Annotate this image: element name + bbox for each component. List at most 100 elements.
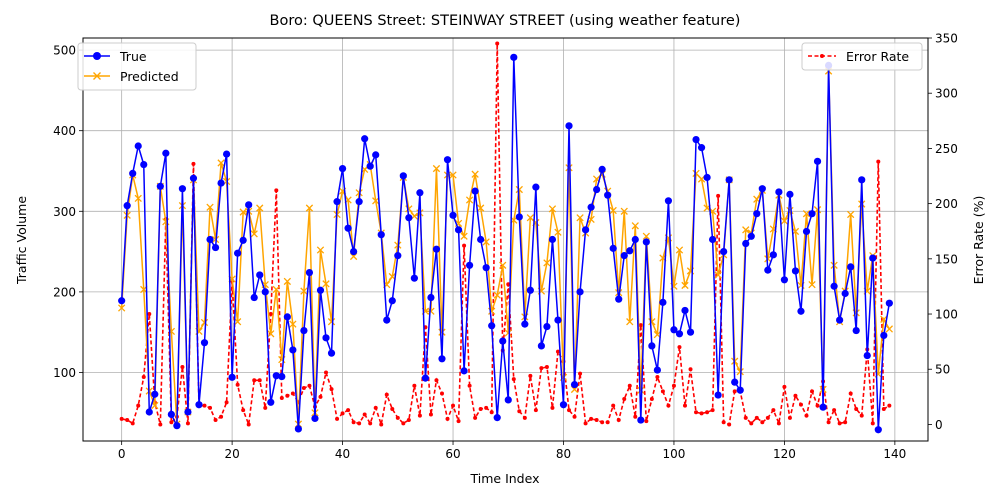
true-point [388, 297, 396, 305]
true-point [272, 372, 280, 380]
error-rate-point [688, 367, 693, 372]
true-point [775, 188, 783, 196]
error-rate-point [760, 420, 765, 425]
true-point [604, 191, 612, 199]
true-point [471, 187, 479, 195]
true-point [427, 293, 435, 302]
error-rate-point [180, 365, 185, 370]
error-rate-point [473, 415, 478, 420]
error-rate-point [837, 421, 842, 426]
error-rate-point [694, 410, 699, 415]
true-point [283, 313, 291, 321]
predicted-point [780, 217, 789, 225]
predicted-point [548, 205, 557, 213]
error-rate-point [870, 421, 875, 426]
predicted-point [316, 246, 325, 254]
predicted-point [858, 200, 866, 208]
true-point [863, 351, 871, 360]
true-point [482, 264, 490, 272]
true-point [802, 227, 811, 236]
true-point [261, 288, 269, 296]
true-point [377, 231, 385, 239]
true-point [648, 342, 656, 350]
true-point [432, 245, 441, 253]
error-rate-point [324, 370, 329, 375]
true-point [869, 254, 877, 262]
true-point [598, 165, 606, 173]
true-point [808, 210, 816, 218]
error-rate-point [208, 405, 213, 410]
error-rate-point [274, 188, 279, 193]
true-point [449, 211, 457, 219]
true-point [361, 135, 369, 143]
predicted-point [432, 164, 441, 173]
true-point [256, 271, 264, 279]
true-point [769, 251, 777, 259]
error-rate-point [843, 420, 848, 425]
y2-tick-label: 0 [935, 418, 943, 432]
true-point [631, 235, 639, 244]
true-point [664, 197, 673, 205]
error-rate-point [881, 406, 886, 411]
error-rate-point [412, 383, 417, 388]
error-rate-point [854, 406, 859, 411]
error-rate-point [511, 377, 516, 382]
error-rate-point [749, 421, 754, 426]
true-point [714, 391, 722, 399]
true-point [344, 224, 352, 232]
error-rate-point [578, 371, 583, 376]
true-point [736, 386, 744, 394]
y2-axis-ticks: 0 50 100 150 200 250 300 350 [928, 32, 958, 432]
true-point [178, 185, 187, 193]
error-rate-point [710, 408, 715, 413]
true-point [151, 390, 159, 398]
y2-tick-label: 100 [935, 308, 958, 322]
x-tick-label: 60 [445, 447, 460, 461]
legend-left: True Predicted [77, 42, 197, 91]
error-rate-point [257, 378, 262, 383]
true-point [416, 189, 424, 197]
error-rate-point [660, 389, 665, 394]
error-rate-point [417, 413, 422, 418]
true-point [305, 268, 314, 277]
error-rate-point [401, 421, 406, 426]
error-rate-point [522, 415, 527, 420]
predicted-point [250, 230, 258, 238]
true-point [134, 142, 142, 150]
predicted-point [267, 330, 275, 338]
error-rate-point [627, 383, 632, 388]
error-rate-point [705, 410, 710, 415]
y-axis-label: Traffic Volume [14, 196, 29, 285]
error-rate-point [285, 393, 290, 398]
error-rate-point [848, 391, 853, 396]
error-rate-point [428, 412, 433, 417]
true-point [836, 316, 844, 324]
error-rate-point [235, 382, 240, 387]
true-point [510, 53, 518, 61]
error-rate-point [594, 418, 599, 423]
predicted-point [206, 203, 214, 211]
x-tick-label: 140 [883, 447, 906, 461]
predicted-point [808, 280, 816, 289]
predicted-point [626, 318, 634, 326]
y2-tick-label: 50 [935, 363, 950, 377]
error-rate-point [793, 393, 798, 398]
error-rate-point [241, 408, 246, 413]
true-point [499, 337, 507, 345]
true-point [399, 172, 407, 180]
error-rate-point [489, 410, 494, 415]
legend-predicted-label: Predicted [120, 69, 179, 84]
legend-right: Error Rate [801, 42, 923, 71]
true-point [720, 247, 728, 256]
true-point [797, 307, 805, 315]
error-rate-point [771, 408, 776, 413]
error-rate-point [456, 419, 461, 424]
x-tick-label: 80 [556, 447, 571, 461]
true-point [570, 380, 579, 389]
y-tick-label: 500 [53, 44, 76, 58]
true-point [211, 243, 220, 252]
true-point [686, 328, 695, 336]
true-point [581, 226, 590, 234]
predicted-point [714, 271, 722, 279]
true-point [758, 185, 766, 193]
